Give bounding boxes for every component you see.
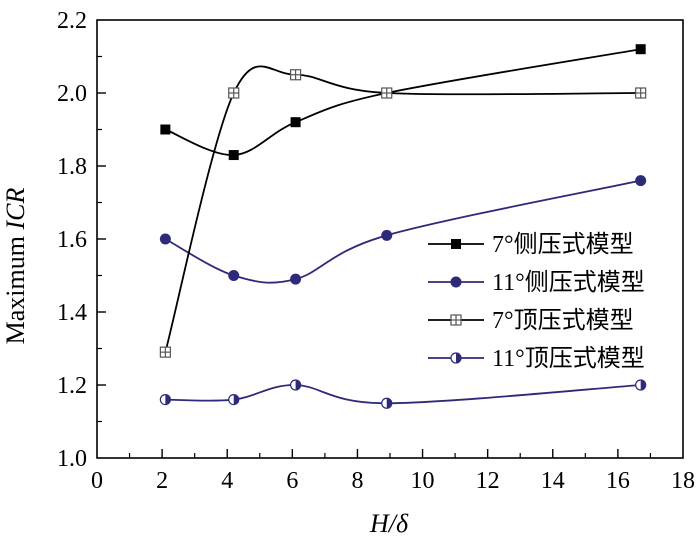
- x-axis-label: H/δ: [369, 509, 409, 538]
- y-axis-label: Maximum ICR: [1, 188, 30, 345]
- x-tick-label: 16: [606, 468, 630, 494]
- marker-half: [165, 394, 171, 405]
- x-tick-label: 10: [411, 468, 435, 494]
- data-point-s1: [290, 117, 301, 128]
- data-point-s2: [228, 270, 240, 281]
- data-point-s2: [159, 233, 171, 245]
- x-tick-label: 18: [671, 468, 695, 494]
- legend-marker-2: [450, 276, 462, 288]
- legend-marker-1: [451, 239, 461, 249]
- data-point-s3: [635, 87, 647, 99]
- legend-label-1: 7°侧压式模型: [492, 231, 634, 258]
- marker-half: [295, 380, 301, 390]
- data-point-s4: [381, 397, 393, 409]
- data-point-s4: [289, 379, 302, 391]
- marker-half: [640, 380, 646, 390]
- y-tick-label: 1.2: [57, 373, 87, 399]
- legend-marker-3: [450, 314, 462, 326]
- series-line-4: [165, 384, 641, 405]
- legend-label-2: 11°侧压式模型: [492, 269, 645, 296]
- x-tick-label: 6: [286, 468, 298, 494]
- y-tick-label: 2.0: [57, 81, 87, 107]
- series-line-2: [164, 179, 641, 284]
- legend-label-3: 7°顶压式模型: [492, 307, 634, 334]
- legend: 7°侧压式模型 11°侧压式模型 7°顶压式模型 11°顶压式模型: [428, 231, 645, 372]
- marker-half: [386, 398, 392, 409]
- data-point-s4: [228, 394, 240, 406]
- data-point-s2: [381, 229, 393, 241]
- data-point-s1: [635, 44, 646, 55]
- data-point-s1: [160, 124, 171, 135]
- data-point-s3: [228, 87, 240, 99]
- series-markers: [159, 44, 647, 409]
- x-tick-label: 12: [476, 468, 500, 494]
- x-tick-label: 8: [351, 468, 363, 494]
- y-tick-label: 1.4: [57, 300, 87, 326]
- data-point-s3: [289, 69, 302, 81]
- x-tick-label: 4: [221, 468, 233, 494]
- x-tick-label: 0: [91, 468, 103, 494]
- y-tick-label: 1.0: [57, 446, 87, 472]
- data-point-s3: [159, 346, 171, 358]
- legend-label-4: 11°顶压式模型: [492, 345, 645, 372]
- data-point-s4: [635, 379, 647, 391]
- ticks: 0 2 4 6 8 10 12 14 16 18 1.0 1.2 1.4 1.6 1.8 2.0 2.2: [57, 8, 695, 494]
- x-tick-label: 14: [541, 468, 565, 494]
- data-point-s4: [159, 394, 171, 406]
- legend-marker-4: [450, 352, 462, 364]
- y-tick-label: 1.6: [57, 227, 87, 253]
- data-point-s3: [381, 87, 393, 99]
- x-tick-label: 2: [156, 468, 168, 494]
- data-point-s2: [635, 175, 647, 187]
- y-tick-label: 1.8: [57, 154, 87, 180]
- marker-half: [456, 353, 461, 363]
- marker-half: [233, 394, 239, 405]
- data-point-s2: [290, 273, 302, 285]
- y-tick-label: 2.2: [57, 8, 87, 34]
- series-line-1: [165, 48, 641, 156]
- data-point-s1: [228, 150, 239, 161]
